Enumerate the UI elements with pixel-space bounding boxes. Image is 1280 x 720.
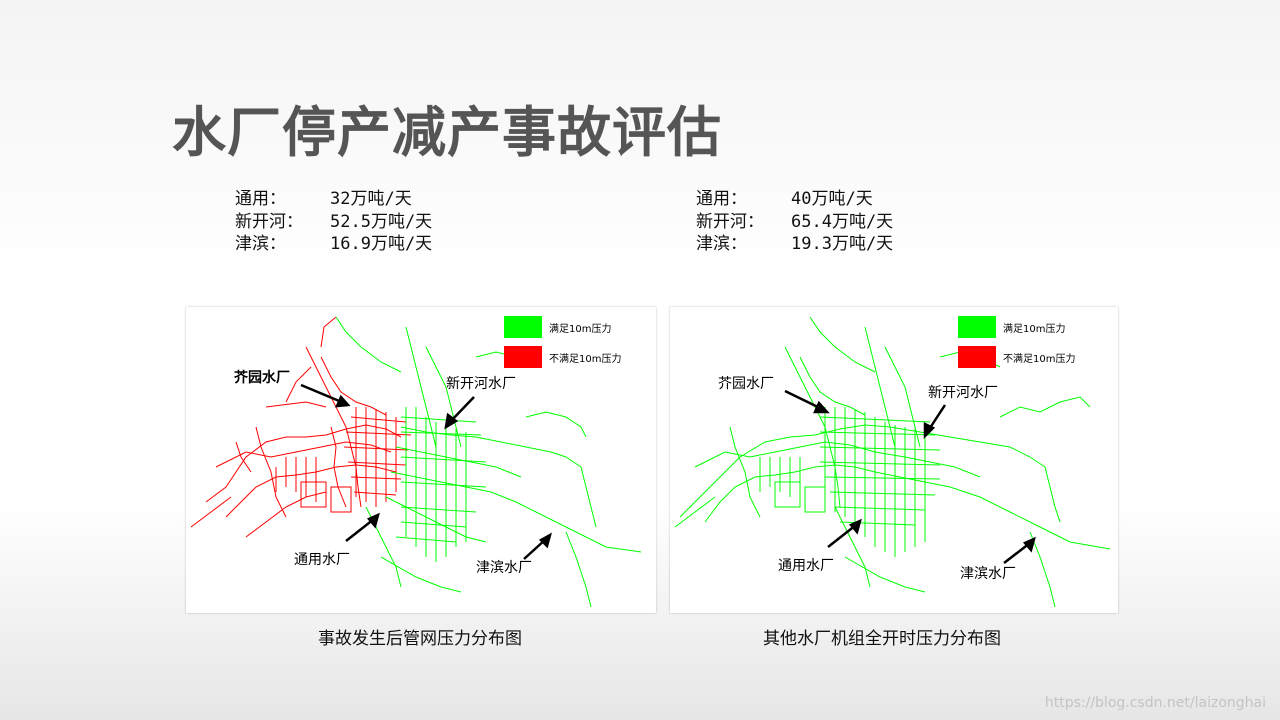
stat-row: 新开河： 65.4万吨/天	[696, 211, 893, 234]
legend-swatch-green	[958, 316, 996, 338]
stat-row: 通用： 32万吨/天	[235, 188, 432, 211]
stat-label: 通用：	[235, 189, 286, 209]
legend-item-bad: 不满足10m压力	[504, 342, 621, 372]
stats-right: 通用： 40万吨/天 新开河： 65.4万吨/天 津滨： 19.3万吨/天	[696, 188, 893, 256]
watermark: https://blog.csdn.net/laizonghai	[1044, 695, 1266, 711]
legend-label: 不满足10m压力	[1003, 353, 1076, 365]
stat-value: 52.5万吨/天	[330, 211, 433, 232]
legend-swatch-red	[504, 346, 542, 368]
plant-label-tongyong: 通用水厂	[778, 558, 834, 574]
legend-label: 满足10m压力	[1003, 323, 1066, 335]
plant-arrows	[300, 383, 552, 560]
plant-label-tongyong: 通用水厂	[294, 552, 350, 568]
stat-label: 津滨：	[696, 234, 747, 254]
stat-row: 津滨： 16.9万吨/天	[235, 233, 432, 256]
caption-left: 事故发生后管网压力分布图	[318, 629, 522, 649]
plant-label-jinbin: 津滨水厂	[476, 560, 532, 576]
map-legend: 满足10m压力 不满足10m压力	[958, 312, 1075, 372]
stat-value: 65.4万吨/天	[791, 211, 894, 232]
stat-label: 新开河：	[696, 211, 764, 232]
plant-label-jieyuan: 芥园水厂	[718, 376, 774, 392]
pipe-network-map	[190, 316, 642, 608]
pipe-network-green	[674, 316, 1111, 608]
pressure-map-after-incident: 满足10m压力 不满足10m压力 芥园水厂 新开河水厂 通用水厂 津滨水厂	[186, 307, 656, 613]
stat-value: 19.3万吨/天	[791, 234, 894, 254]
pressure-map-all-units: 满足10m压力 不满足10m压力 芥园水厂 新开河水厂 通用水厂 津滨水厂	[670, 307, 1118, 613]
legend-swatch-red	[958, 346, 996, 368]
plant-label-jinbin: 津滨水厂	[960, 566, 1016, 582]
stat-row: 新开河： 52.5万吨/天	[235, 211, 432, 234]
legend-item-bad: 不满足10m压力	[958, 342, 1075, 372]
plant-label-jieyuan: 芥园水厂	[234, 370, 290, 386]
stat-row: 津滨： 19.3万吨/天	[696, 233, 893, 256]
plant-label-xinkaihe: 新开河水厂	[928, 385, 998, 401]
slide-title: 水厂停产减产事故评估	[172, 101, 722, 164]
legend-item-ok: 满足10m压力	[958, 312, 1075, 342]
stat-label: 新开河：	[235, 211, 303, 232]
stat-label: 通用：	[696, 189, 747, 209]
stat-value: 40万吨/天	[791, 189, 873, 209]
stat-value: 32万吨/天	[330, 189, 412, 209]
pipe-network-red	[190, 316, 412, 538]
plant-arrows	[784, 389, 1036, 564]
legend-swatch-green	[504, 316, 542, 338]
stat-label: 津滨：	[235, 234, 286, 254]
pipe-network-map	[674, 316, 1111, 608]
legend-item-ok: 满足10m压力	[504, 312, 621, 342]
legend-label: 满足10m压力	[549, 323, 612, 335]
legend-label: 不满足10m压力	[549, 353, 622, 365]
map-legend: 满足10m压力 不满足10m压力	[504, 312, 621, 372]
plant-label-xinkaihe: 新开河水厂	[446, 376, 516, 392]
stat-row: 通用： 40万吨/天	[696, 188, 893, 211]
stat-value: 16.9万吨/天	[330, 234, 433, 254]
caption-right: 其他水厂机组全开时压力分布图	[763, 629, 1001, 649]
stats-left: 通用： 32万吨/天 新开河： 52.5万吨/天 津滨： 16.9万吨/天	[235, 188, 432, 256]
